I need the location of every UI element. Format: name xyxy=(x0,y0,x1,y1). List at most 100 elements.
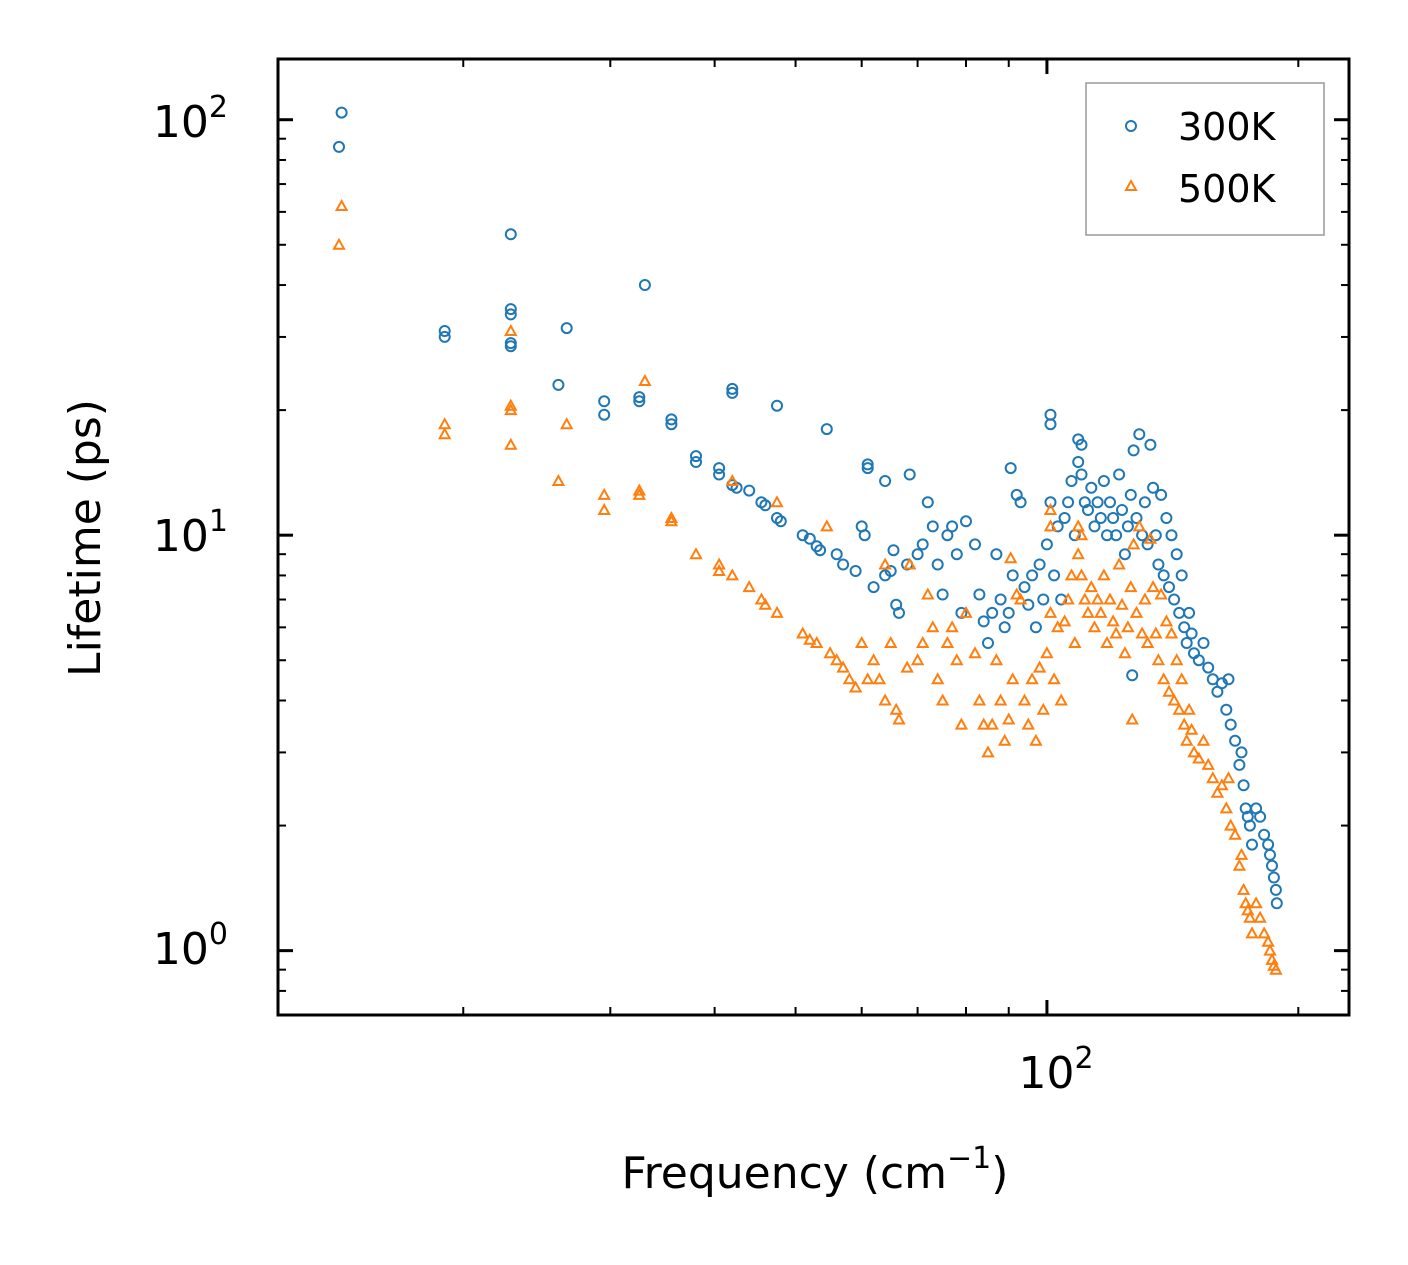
point-300k xyxy=(1197,637,1210,649)
point-300k xyxy=(893,606,905,619)
point-300k xyxy=(504,303,517,316)
point-500k xyxy=(1032,660,1047,673)
point-500k xyxy=(1132,519,1146,532)
point-300k xyxy=(960,515,972,528)
point-500k xyxy=(889,702,903,715)
point-500k xyxy=(632,483,646,496)
point-500k xyxy=(1006,672,1020,685)
point-300k xyxy=(1170,548,1183,561)
point-500k xyxy=(981,745,995,758)
point-500k xyxy=(998,733,1012,746)
point-500k xyxy=(664,510,679,523)
point-300k xyxy=(858,529,871,542)
point-300k xyxy=(1141,538,1154,551)
point-300k xyxy=(638,279,651,291)
point-500k xyxy=(1192,751,1206,764)
point-300k xyxy=(921,496,934,509)
point-500k xyxy=(977,717,991,730)
point-500k xyxy=(504,398,518,411)
point-300k xyxy=(1124,488,1137,501)
point-500k xyxy=(1164,626,1179,639)
point-500k xyxy=(1184,722,1199,735)
point-300k xyxy=(1220,703,1233,716)
point-300k xyxy=(1136,529,1149,542)
point-300k xyxy=(1264,848,1276,861)
point-300k xyxy=(1107,512,1120,524)
point-500k xyxy=(1140,635,1155,648)
point-300k xyxy=(504,340,517,353)
point-300k xyxy=(771,399,783,412)
point-500k xyxy=(1054,693,1068,706)
point-500k xyxy=(1121,620,1135,633)
point-300k xyxy=(1094,512,1107,524)
point-500k xyxy=(1151,653,1166,666)
point-300k xyxy=(990,548,1003,561)
x-tick-label-100: 102 xyxy=(1018,1041,1093,1099)
point-500k xyxy=(1109,626,1123,639)
point-300k xyxy=(1006,569,1019,582)
y-tick-label-10: 101 xyxy=(153,504,228,562)
point-300k xyxy=(1269,883,1282,896)
point-500k xyxy=(1040,646,1054,659)
point-300k xyxy=(1165,529,1178,542)
plot-frame xyxy=(276,57,1351,1017)
point-300k xyxy=(931,558,944,571)
point-500k xyxy=(940,635,955,648)
point-500k xyxy=(1029,733,1043,746)
point-300k xyxy=(820,423,833,436)
point-300k xyxy=(1082,504,1094,516)
point-300k xyxy=(743,484,756,497)
point-500k xyxy=(1112,557,1126,570)
point-500k xyxy=(438,427,452,440)
point-300k xyxy=(333,140,345,153)
point-300k xyxy=(973,588,986,601)
point-300k xyxy=(1072,456,1085,468)
point-500k xyxy=(1013,592,1028,605)
point-500k xyxy=(1036,702,1050,715)
point-300k xyxy=(861,462,874,475)
point-500k xyxy=(872,672,887,685)
point-300k xyxy=(665,413,678,426)
point-300k xyxy=(830,548,843,561)
point-300k xyxy=(1192,654,1205,667)
point-300k xyxy=(1044,418,1057,431)
point-500k xyxy=(1249,896,1263,909)
point-500k xyxy=(921,587,935,600)
point-500k xyxy=(1187,745,1201,758)
point-500k xyxy=(1234,847,1249,860)
point-300k xyxy=(633,395,646,408)
point-500k xyxy=(1146,580,1160,593)
point-300k xyxy=(1127,444,1140,457)
point-500k xyxy=(1177,717,1191,730)
point-300k xyxy=(1237,779,1250,792)
point-300k xyxy=(1040,538,1053,551)
point-300k xyxy=(1254,810,1267,823)
point-500k xyxy=(1172,702,1186,715)
point-500k xyxy=(985,717,999,730)
point-500k xyxy=(900,660,914,673)
point-300k xyxy=(504,228,517,241)
point-300k xyxy=(1270,897,1283,910)
point-300k xyxy=(690,450,702,463)
point-300k xyxy=(1160,512,1173,524)
point-500k xyxy=(758,597,772,610)
point-300k xyxy=(890,598,903,611)
point-500k xyxy=(848,680,863,693)
point-300k xyxy=(759,499,772,512)
point-300k xyxy=(994,593,1007,606)
point-300k xyxy=(690,456,702,468)
point-500k xyxy=(1097,568,1111,581)
point-300k xyxy=(726,386,739,399)
point-300k xyxy=(1144,438,1157,451)
point-500k xyxy=(878,693,892,706)
point-300k xyxy=(926,520,939,533)
point-300k xyxy=(1224,718,1237,731)
point-300k xyxy=(1235,746,1248,759)
point-300k xyxy=(1173,606,1186,619)
point-300k xyxy=(1258,828,1271,841)
point-300k xyxy=(946,520,959,533)
point-500k xyxy=(1170,653,1184,666)
point-300k xyxy=(884,565,897,577)
point-300k xyxy=(1097,475,1110,487)
